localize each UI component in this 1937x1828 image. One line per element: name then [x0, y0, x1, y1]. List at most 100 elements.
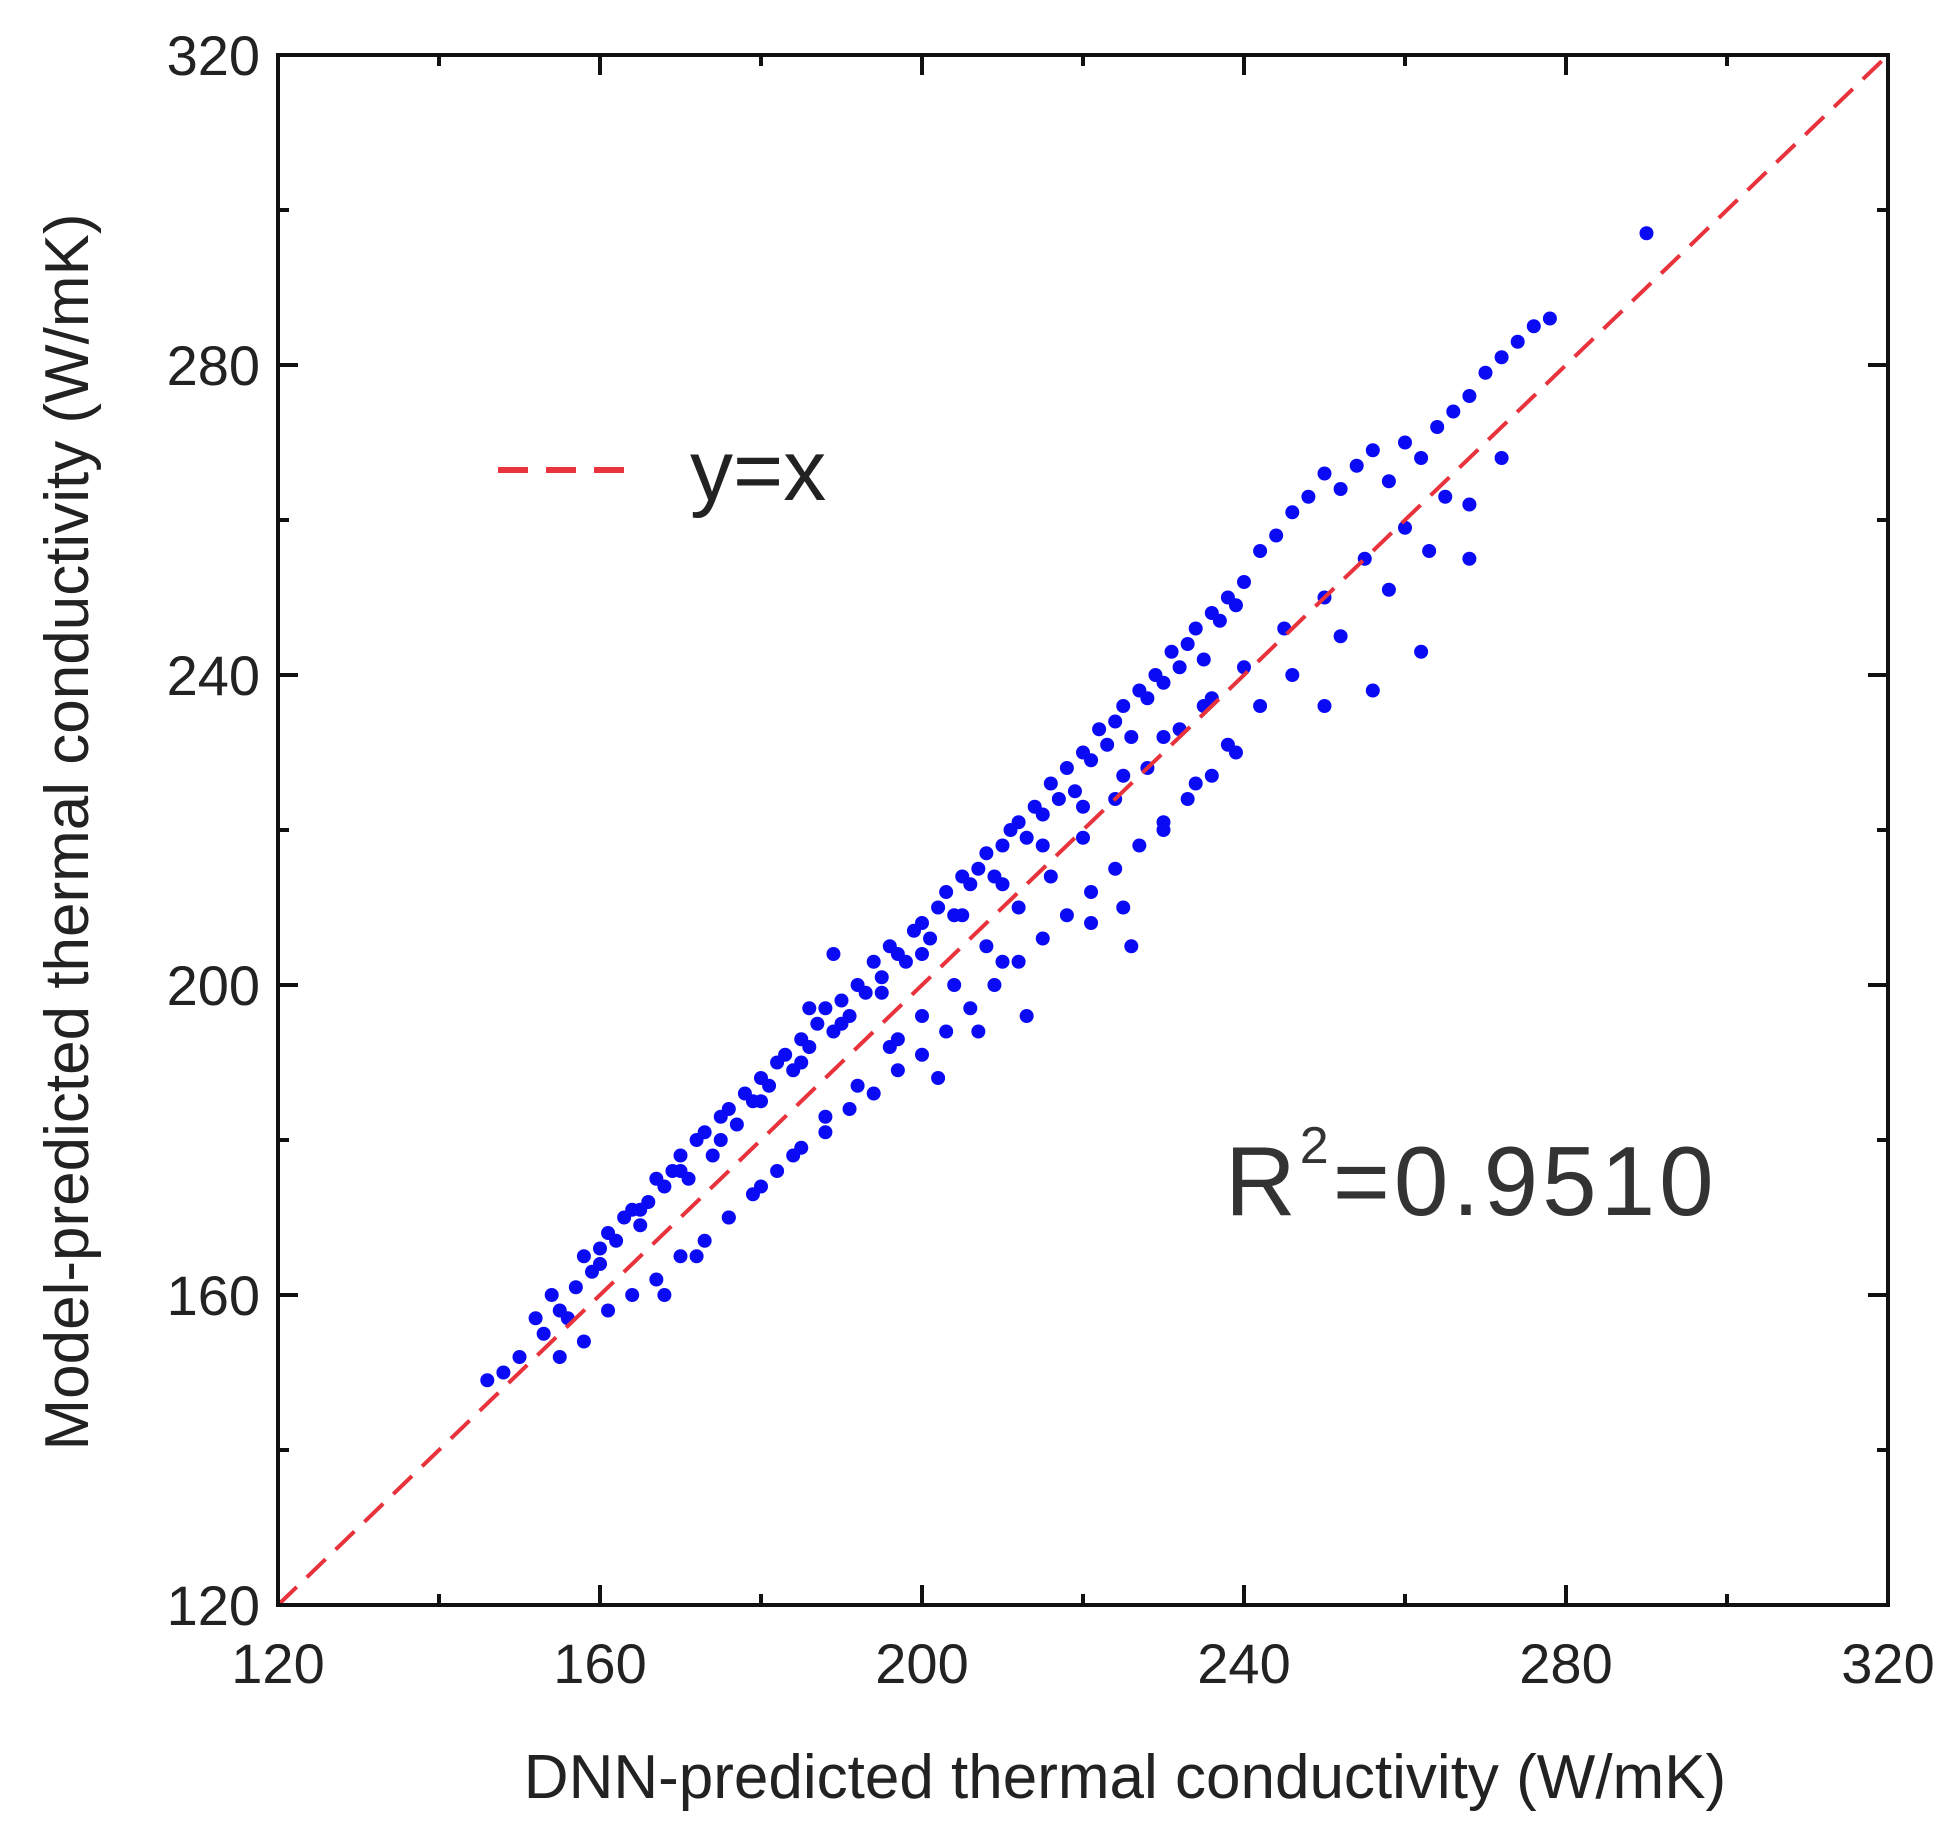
- scatter-point: [1438, 489, 1453, 504]
- scatter-point: [713, 1133, 728, 1147]
- scatter-point: [834, 993, 849, 1008]
- scatter-point: [1237, 660, 1251, 675]
- scatter-point: [1116, 768, 1131, 783]
- scatter-point: [762, 1078, 777, 1093]
- scatter-point: [1035, 807, 1050, 822]
- scatter-point: [673, 1249, 688, 1264]
- scatter-point: [1132, 838, 1147, 853]
- scatter-point: [1228, 598, 1243, 613]
- scatter-point: [890, 1032, 905, 1047]
- scatter-point: [1156, 823, 1171, 837]
- scatter-point: [1253, 699, 1268, 713]
- scatter-point: [1430, 420, 1445, 434]
- scatter-point: [576, 1334, 591, 1349]
- scatter-point: [1381, 474, 1396, 489]
- scatter-point: [995, 838, 1010, 853]
- y-axis-title: Model-predicted thermal conductivity (W/…: [33, 214, 102, 1451]
- scatter-point: [1398, 435, 1412, 450]
- scatter-point: [874, 985, 889, 1000]
- scatter-point: [1035, 838, 1050, 853]
- scatter-point: [1156, 675, 1171, 690]
- scatter-point: [1084, 885, 1099, 899]
- scatter-point: [1019, 830, 1034, 845]
- scatter-point: [1478, 365, 1493, 380]
- scatter-point: [1035, 931, 1050, 946]
- r-squared-value: =0.9510: [1333, 1126, 1718, 1236]
- scatter-point: [673, 1148, 688, 1163]
- scatter-point: [1180, 637, 1195, 651]
- scatter-point: [1317, 699, 1332, 713]
- scatter-point: [673, 1164, 688, 1178]
- scatter-point: [1116, 699, 1131, 713]
- scatter-point: [874, 970, 889, 985]
- scatter-point: [786, 1148, 801, 1163]
- scatter-point: [721, 1210, 736, 1225]
- y-tick-label: 200: [167, 954, 260, 1017]
- scatter-point: [1510, 334, 1525, 349]
- scatter-point: [1084, 753, 1099, 768]
- scatter-point: [657, 1179, 672, 1194]
- y-tick-label: 120: [167, 1574, 260, 1637]
- scatter-point: [1043, 869, 1058, 884]
- scatter-point: [568, 1280, 583, 1295]
- scatter-point: [1196, 652, 1211, 667]
- scatter-point: [1333, 482, 1348, 496]
- scatter-point: [1043, 776, 1058, 791]
- scatter-point: [1108, 714, 1123, 729]
- scatter-point: [705, 1148, 720, 1163]
- scatter-point: [1462, 497, 1477, 512]
- scatter-point: [1172, 660, 1187, 675]
- scatter-point: [576, 1249, 591, 1264]
- scatter-point: [721, 1102, 736, 1116]
- scatter-point: [802, 1001, 817, 1016]
- y-tick-label: 280: [167, 334, 260, 397]
- scatter-point: [1076, 799, 1090, 814]
- scatter-point: [480, 1373, 495, 1388]
- scatter-point: [1253, 544, 1268, 558]
- scatter-point: [697, 1125, 712, 1140]
- scatter-point: [1124, 939, 1139, 954]
- scatter-point: [818, 1125, 833, 1140]
- scatter-point: [729, 1117, 744, 1132]
- x-tick-label: 160: [553, 1632, 646, 1695]
- scatter-point: [915, 1009, 929, 1023]
- scatter-point: [657, 1288, 672, 1302]
- scatter-point: [1398, 520, 1412, 535]
- scatter-point: [963, 877, 978, 892]
- scatter-point: [810, 1016, 825, 1031]
- scatter-point: [794, 1055, 809, 1070]
- y-tick-label: 240: [167, 644, 260, 707]
- scatter-point: [1108, 861, 1123, 876]
- scatter-point: [1639, 226, 1654, 241]
- scatter-point: [1494, 350, 1509, 365]
- scatter-point: [1076, 830, 1090, 845]
- scatter-point: [1156, 730, 1171, 744]
- scatter-point: [826, 947, 841, 961]
- scatter-point: [1011, 954, 1026, 969]
- scatter-point: [1285, 505, 1300, 520]
- scatter-point: [1164, 644, 1179, 659]
- scatter-point: [1446, 404, 1461, 419]
- scatter-point: [770, 1164, 785, 1178]
- scatter-point: [890, 1063, 905, 1078]
- scatter-point: [1526, 319, 1541, 334]
- scatter-point: [601, 1303, 616, 1318]
- scatter-point: [1212, 613, 1227, 628]
- scatter-point: [931, 900, 946, 915]
- scatter-point: [1059, 761, 1074, 775]
- scatter-point: [995, 877, 1010, 892]
- scatter-point: [1462, 551, 1477, 566]
- scatter-point: [1365, 683, 1380, 698]
- scatter-point: [536, 1326, 551, 1341]
- scatter-point: [609, 1233, 624, 1248]
- legend: y=x: [498, 423, 826, 519]
- legend-label-yx: y=x: [690, 423, 826, 519]
- x-axis-title: DNN-predicted thermal conductivity (W/mK…: [524, 1743, 1726, 1812]
- scatter-point: [1092, 722, 1107, 737]
- scatter-point: [858, 985, 873, 1000]
- y-tick-label: 160: [167, 1264, 260, 1327]
- reference-line-y-equals-x: [276, 53, 1890, 1607]
- scatter-point: [1116, 900, 1131, 915]
- y-tick-label: 320: [167, 24, 260, 87]
- scatter-point: [754, 1094, 768, 1109]
